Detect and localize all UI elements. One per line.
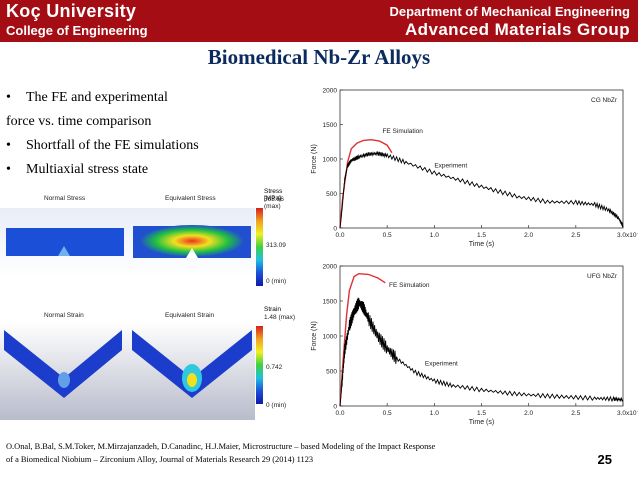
stress-max-label: 563.56 (max) — [264, 196, 284, 210]
simulation-figure: Normal Stress Equivalent Stress Stress [… — [0, 188, 300, 424]
y-tick-label: 0 — [333, 226, 337, 233]
stress-mid-label: 313.09 — [266, 242, 286, 249]
plot-frame — [339, 89, 624, 229]
annotation-fe-simulation: FE Simulation — [389, 282, 430, 289]
normal-stress-label: Normal Stress — [44, 195, 86, 202]
x-tick-label: 0.0 — [335, 232, 344, 239]
bullet-item: force vs. time comparison — [6, 114, 152, 129]
reference-citation: O.Onal, B.Bal, S.M.Toker, M.Mirzajanzade… — [6, 442, 436, 464]
series-line-fe-simulation — [339, 272, 386, 407]
x-axis-label: Time (s) — [469, 241, 494, 248]
bullet-item: • Multiaxial stress state — [6, 162, 149, 177]
strain-legend-title: Strain — [264, 306, 281, 313]
header-banner: Koç University College of Engineering De… — [0, 0, 638, 42]
y-axis-label: Force (N) — [311, 321, 318, 351]
x-tick-label: 2.0 — [524, 232, 533, 239]
stress-min-label: 0 (min) — [266, 278, 287, 285]
strain-mid-label: 0.742 — [266, 364, 283, 371]
x-tick-label: 3.0x10⁻³ — [617, 232, 638, 239]
chart-cg-svg: 0 500 1000 1500 2000 0.0 0.5 1.0 1.5 2.0 2.5 3.0x10… — [311, 88, 638, 249]
series-line-experiment — [339, 151, 624, 229]
annotation-experiment: Experiment — [434, 162, 467, 169]
x-tick-label: 0.0 — [335, 410, 344, 417]
y-axis-label: Force (N) — [311, 144, 318, 174]
plot-frame — [339, 265, 624, 407]
strain-max-label: 1.48 (max) — [264, 314, 296, 321]
chart-ufg-svg: 0 500 1000 1500 2000 0.0 0.5 1.0 1.5 2.0 2.5 3.0x10… — [311, 264, 638, 427]
strain-contour-image — [0, 322, 255, 420]
college-name: College of Engineering — [6, 23, 148, 38]
y-tick-label: 500 — [326, 191, 337, 198]
x-tick-label: 1.5 — [477, 410, 486, 417]
x-tick-label: 3.0x10⁻³ — [617, 410, 638, 417]
x-tick-label: 2.5 — [571, 410, 580, 417]
chart-ufg-nbzr: 0 500 1000 1500 2000 0.0 0.5 1.0 1.5 2.0 2.5 3.0x10… — [300, 260, 638, 437]
strain-colorbar — [256, 326, 263, 404]
bullet-list: • The FE and experimental force vs. time … — [6, 86, 199, 182]
x-tick-label: 2.5 — [571, 232, 580, 239]
normal-strain-label: Normal Strain — [44, 312, 84, 319]
y-tick-label: 1500 — [323, 299, 338, 306]
page-number: 25 — [597, 452, 612, 467]
group-name: Advanced Materials Group — [405, 20, 630, 39]
equivalent-stress-label: Equivalent Stress — [165, 195, 216, 202]
department-name: Department of Mechanical Engineering — [389, 4, 630, 19]
y-tick-label: 500 — [326, 369, 337, 376]
y-tick-label: 2000 — [323, 88, 338, 95]
stress-colorbar — [256, 208, 263, 286]
stress-contour-image — [0, 208, 255, 278]
annotation-experiment: Experiment — [425, 360, 458, 367]
y-tick-label: 1000 — [323, 334, 338, 341]
x-tick-label: 0.5 — [383, 232, 392, 239]
x-tick-label: 0.5 — [383, 410, 392, 417]
chart-cg-nbzr: 0 500 1000 1500 2000 0.0 0.5 1.0 1.5 2.0 2.5 3.0x10… — [300, 84, 638, 259]
chart-title: UFG NbZr — [587, 273, 618, 280]
x-tick-label: 1.0 — [430, 232, 439, 239]
university-name: Koç University — [6, 1, 137, 21]
stress-legend-title: Stress [MPa] — [264, 188, 283, 202]
y-tick-label: 2000 — [323, 264, 338, 271]
annotation-fe-simulation: FE Simulation — [382, 128, 423, 135]
x-tick-label: 2.0 — [524, 410, 533, 417]
x-axis-label: Time (s) — [469, 419, 494, 426]
slide-title: Biomedical Nb-Zr Alloys — [207, 45, 431, 69]
x-tick-label: 1.0 — [430, 410, 439, 417]
series-line-experiment — [339, 297, 624, 407]
y-tick-label: 0 — [333, 404, 337, 411]
strain-min-label: 0 (min) — [266, 402, 287, 409]
bullet-item: • Shortfall of the FE simulations — [6, 138, 199, 153]
equivalent-strain-label: Equivalent Strain — [165, 312, 215, 319]
y-tick-label: 1000 — [323, 157, 338, 164]
x-tick-label: 1.5 — [477, 232, 486, 239]
chart-title: CG NbZr — [591, 97, 618, 104]
y-tick-label: 1500 — [323, 122, 338, 129]
bullet-item: • The FE and experimental — [6, 90, 168, 105]
